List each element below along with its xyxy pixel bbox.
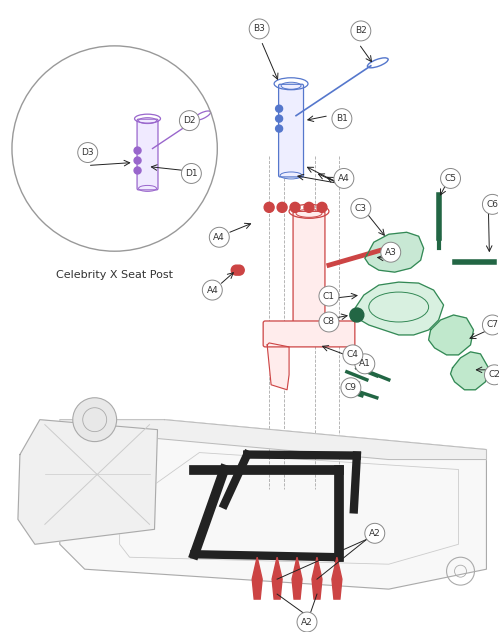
Circle shape [134, 157, 141, 164]
Polygon shape [267, 343, 289, 390]
Text: A4: A4 [338, 174, 350, 183]
Polygon shape [428, 315, 474, 355]
Polygon shape [60, 420, 486, 460]
Polygon shape [312, 557, 322, 599]
FancyBboxPatch shape [137, 119, 158, 190]
Circle shape [210, 227, 230, 248]
Text: A3: A3 [385, 248, 396, 257]
Circle shape [440, 168, 460, 189]
Text: D1: D1 [185, 169, 198, 178]
Circle shape [277, 203, 287, 212]
Text: C9: C9 [345, 383, 357, 392]
Polygon shape [292, 557, 302, 599]
Circle shape [180, 111, 200, 130]
Text: C5: C5 [444, 174, 456, 183]
Text: A2: A2 [369, 529, 380, 538]
Circle shape [297, 612, 317, 632]
Circle shape [249, 19, 269, 39]
Polygon shape [365, 232, 424, 272]
Text: B2: B2 [355, 27, 366, 35]
Text: C1: C1 [323, 292, 335, 301]
Circle shape [134, 167, 141, 174]
Polygon shape [18, 420, 158, 544]
Text: D2: D2 [183, 116, 196, 125]
Text: A2: A2 [301, 618, 313, 627]
Circle shape [276, 105, 282, 112]
Circle shape [350, 308, 364, 322]
Circle shape [355, 354, 375, 374]
Text: C2: C2 [488, 370, 500, 379]
Circle shape [276, 115, 282, 122]
FancyBboxPatch shape [278, 84, 303, 177]
Text: Celebrity X Seat Post: Celebrity X Seat Post [56, 270, 173, 280]
Polygon shape [60, 420, 486, 589]
Circle shape [290, 203, 300, 212]
Polygon shape [352, 282, 444, 335]
Text: C8: C8 [323, 318, 335, 327]
Circle shape [381, 242, 400, 262]
Circle shape [341, 378, 361, 398]
Polygon shape [450, 352, 488, 390]
Circle shape [319, 312, 339, 332]
Circle shape [482, 315, 500, 335]
FancyBboxPatch shape [293, 211, 325, 325]
Circle shape [182, 163, 202, 184]
Text: B1: B1 [336, 114, 348, 123]
Circle shape [304, 203, 314, 212]
Circle shape [317, 203, 327, 212]
Circle shape [484, 365, 500, 385]
Text: A4: A4 [214, 233, 225, 242]
Circle shape [78, 142, 98, 163]
Circle shape [202, 280, 222, 300]
Text: A4: A4 [206, 285, 218, 294]
Text: C7: C7 [486, 320, 498, 329]
Circle shape [264, 203, 274, 212]
Circle shape [334, 168, 354, 189]
Circle shape [73, 398, 117, 442]
Text: C3: C3 [355, 204, 367, 213]
Circle shape [351, 21, 371, 41]
Circle shape [482, 194, 500, 215]
Text: B3: B3 [253, 25, 265, 34]
Polygon shape [332, 557, 342, 599]
Circle shape [365, 523, 385, 543]
Polygon shape [252, 557, 262, 599]
Circle shape [232, 265, 241, 275]
Text: A1: A1 [359, 360, 371, 368]
Circle shape [276, 125, 282, 132]
Text: D3: D3 [82, 148, 94, 157]
Polygon shape [272, 557, 282, 599]
Circle shape [343, 345, 363, 365]
Circle shape [332, 109, 352, 128]
Circle shape [319, 286, 339, 306]
Text: C6: C6 [486, 200, 498, 209]
Circle shape [234, 265, 244, 275]
Text: C4: C4 [347, 351, 359, 360]
Circle shape [134, 147, 141, 154]
Circle shape [351, 198, 371, 218]
FancyBboxPatch shape [263, 321, 355, 347]
